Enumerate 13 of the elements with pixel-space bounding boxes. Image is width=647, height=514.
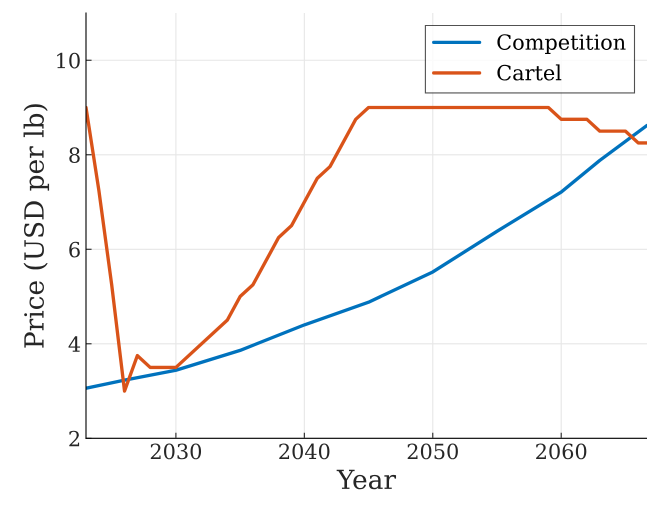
y-tick-label: 2 (69, 430, 80, 446)
legend-label: Cartel (497, 64, 562, 81)
y-tick-label: 8 (69, 147, 80, 163)
y-tick-label: 6 (69, 242, 80, 258)
x-tick-label: 2060 (536, 444, 586, 460)
x-tick-label: 2050 (408, 444, 458, 460)
x-tick-label: 2030 (150, 444, 202, 460)
y-axis-title: Price (USD per lb) (24, 104, 50, 348)
y-tick-label: 10 (57, 52, 80, 68)
legend-label: Competition (497, 34, 626, 54)
x-axis-title: Year (336, 470, 396, 490)
x-tick-label: 2040 (279, 444, 330, 460)
y-tick-label: 4 (68, 336, 80, 352)
